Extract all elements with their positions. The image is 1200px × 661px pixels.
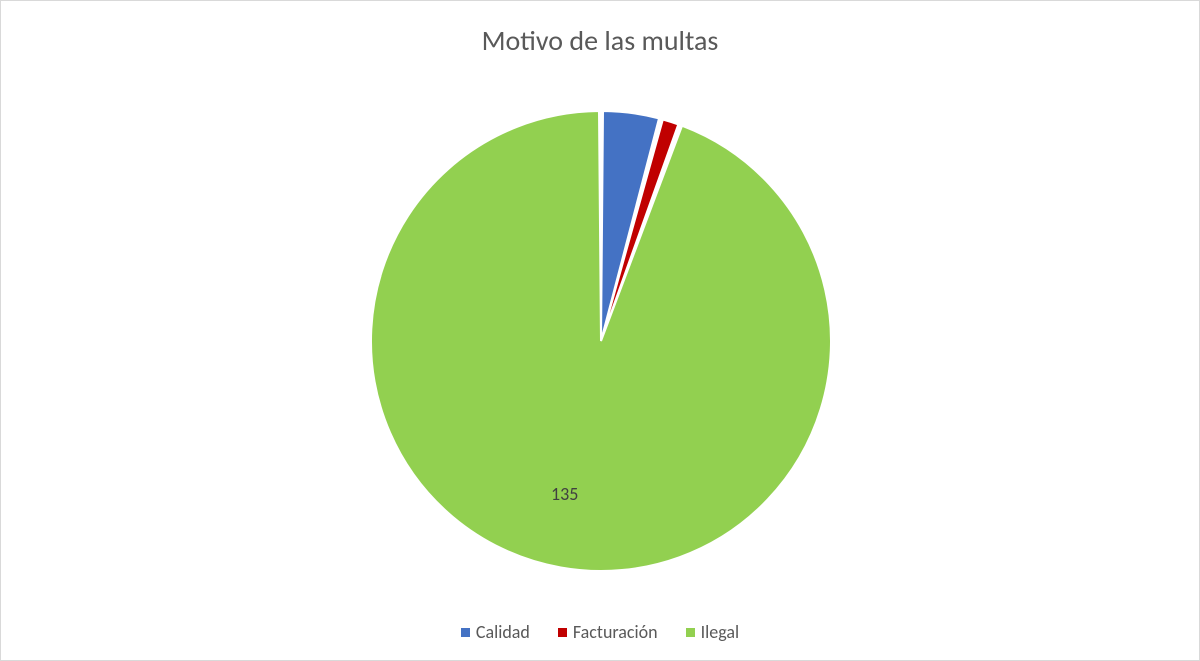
pie-slice-ilegal <box>371 111 831 571</box>
pie-plot <box>367 107 835 575</box>
legend-item-calidad: Calidad <box>461 621 530 643</box>
chart-title: Motivo de las multas <box>1 23 1199 58</box>
legend-item-ilegal: Ilegal <box>686 621 740 643</box>
legend-swatch-ilegal <box>686 628 695 637</box>
legend: Calidad Facturación Ilegal <box>1 621 1199 643</box>
pie-value-label-ilegal: 135 <box>551 483 578 505</box>
legend-swatch-facturación <box>558 628 567 637</box>
legend-item-facturación: Facturación <box>558 621 658 643</box>
legend-label: Ilegal <box>701 621 740 643</box>
legend-label: Calidad <box>476 621 530 643</box>
pie-svg <box>367 107 835 575</box>
chart-frame: Motivo de las multas Calidad Facturación I… <box>0 0 1200 661</box>
legend-label: Facturación <box>573 621 658 643</box>
legend-swatch-calidad <box>461 628 470 637</box>
